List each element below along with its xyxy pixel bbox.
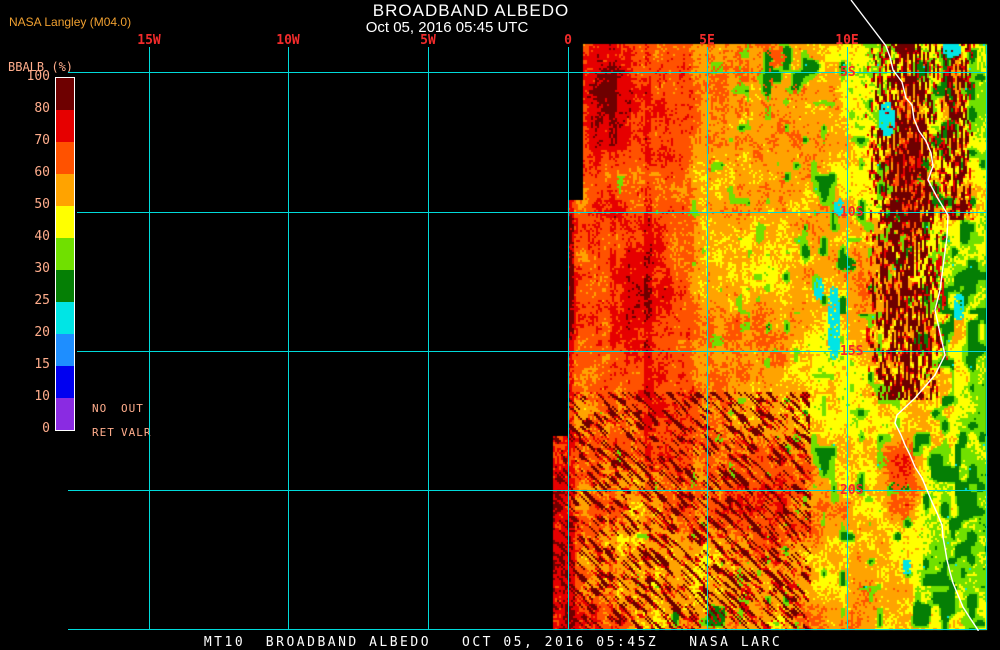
gridline-meridian	[428, 47, 429, 630]
gridline-meridian	[707, 47, 708, 630]
longitude-label: 15W	[137, 33, 161, 48]
longitude-label: 10W	[276, 33, 300, 48]
longitude-label: 0	[564, 33, 572, 48]
latitude-label: 20S	[840, 483, 864, 498]
latitude-label: 15S	[840, 344, 864, 359]
footer-bar	[0, 631, 1000, 650]
footer-caption: MT10 BROADBAND ALBEDO OCT 05, 2016 05:45…	[203, 635, 783, 650]
gridline-parallel	[77, 351, 987, 352]
gridline-parallel	[68, 72, 987, 73]
latitude-label: 5S	[840, 65, 856, 80]
latitude-label: 10S	[840, 205, 864, 220]
gridline-parallel	[68, 490, 987, 491]
gridline-meridian	[847, 47, 848, 630]
coastline	[850, 0, 983, 650]
gridline-meridian	[986, 45, 987, 630]
longitude-label: 5E	[699, 33, 715, 48]
gridline-meridian	[149, 47, 150, 630]
longitude-label: 5W	[420, 33, 436, 48]
gridline-parallel	[68, 629, 987, 630]
gridline-meridian	[568, 47, 569, 630]
longitude-label: 10E	[835, 33, 859, 48]
gridline-meridian	[288, 47, 289, 630]
gridline-parallel	[77, 212, 987, 213]
